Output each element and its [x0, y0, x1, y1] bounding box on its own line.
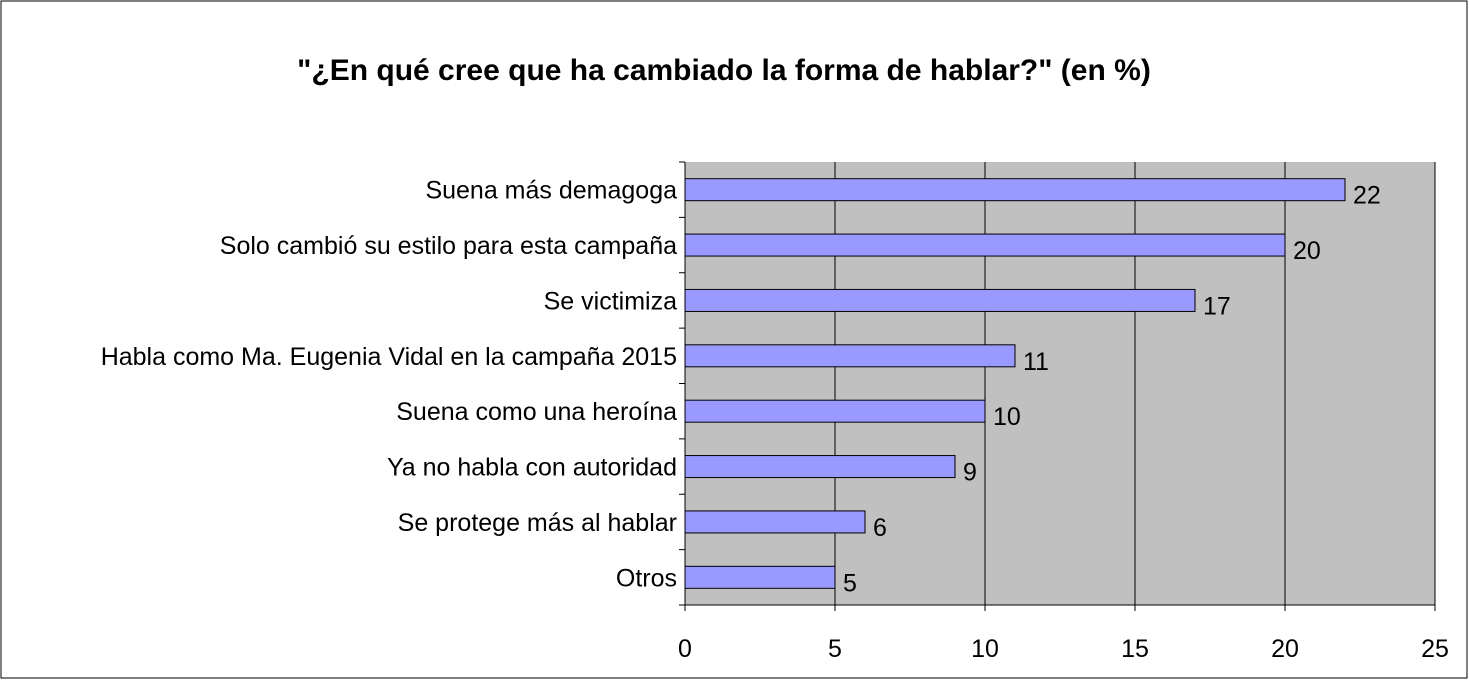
data-label: 9 [963, 459, 977, 487]
y-tick-label: Otros [616, 564, 677, 592]
y-tick-label: Solo cambió su estilo para esta campaña [220, 232, 677, 260]
data-label: 22 [1353, 182, 1381, 210]
x-tick-label: 25 [1421, 635, 1449, 663]
y-tick-label: Suena más demagoga [425, 177, 677, 205]
bar [684, 233, 1286, 257]
plot-area [685, 162, 1435, 605]
bar [684, 565, 836, 589]
bar [684, 178, 1346, 202]
x-tick-label: 15 [1121, 635, 1149, 663]
data-label: 17 [1203, 292, 1231, 320]
x-tick-label: 0 [678, 635, 692, 663]
bar [684, 288, 1196, 312]
data-label: 5 [843, 569, 857, 597]
bar [684, 344, 1016, 368]
data-label: 11 [1023, 348, 1049, 376]
data-label: 10 [993, 403, 1021, 431]
y-tick-label: Suena como una heroína [396, 398, 677, 426]
y-tick-label: Se protege más al hablar [398, 509, 677, 537]
data-label: 6 [873, 514, 887, 542]
x-tick-label: 5 [828, 635, 842, 663]
bar [684, 399, 986, 423]
x-tick-label: 10 [971, 635, 999, 663]
y-tick-label: Ya no habla con autoridad [387, 454, 677, 482]
data-label: 20 [1293, 237, 1321, 265]
chart-title: "¿En qué cree que ha cambiado la forma d… [297, 54, 1151, 87]
y-tick-label: Se victimiza [544, 287, 677, 315]
y-tick-label: Habla como Ma. Eugenia Vidal en la campa… [101, 343, 677, 371]
bar [684, 455, 956, 479]
x-tick-label: 20 [1271, 635, 1299, 663]
bar [684, 510, 866, 534]
